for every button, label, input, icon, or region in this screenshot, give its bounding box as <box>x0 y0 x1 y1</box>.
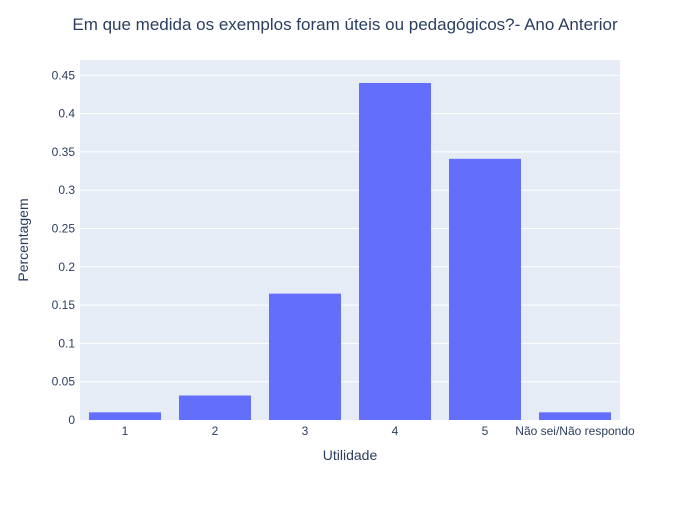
y-axis-title: Percentagem <box>15 198 31 281</box>
bar-6[interactable] <box>539 412 611 420</box>
x-tick-labels: 1 2 3 4 5 Não sei/Não respondo <box>122 424 635 438</box>
y-tick-label: 0.35 <box>52 145 76 159</box>
x-tick-label: 4 <box>392 424 399 438</box>
y-tick-labels: 0 0.05 0.1 0.15 0.2 0.25 0.3 0.35 0.4 0.45 <box>52 68 76 427</box>
chart-title: Em que medida os exemplos foram úteis ou… <box>72 15 618 34</box>
y-tick-label: 0.05 <box>52 375 76 389</box>
bar-3[interactable] <box>269 293 341 420</box>
bar-1[interactable] <box>89 412 161 420</box>
y-tick-label: 0.1 <box>58 336 75 350</box>
y-tick-label: 0.2 <box>58 260 75 274</box>
x-tick-label: Não sei/Não respondo <box>515 424 635 438</box>
bar-4[interactable] <box>359 82 431 420</box>
bars <box>89 82 611 420</box>
y-tick-label: 0.4 <box>58 107 75 121</box>
plot-area <box>80 60 620 420</box>
bar-5[interactable] <box>449 158 521 420</box>
y-tick-label: 0 <box>68 413 75 427</box>
x-tick-label: 2 <box>212 424 219 438</box>
y-tick-label: 0.45 <box>52 68 76 82</box>
x-tick-label: 1 <box>122 424 129 438</box>
y-tick-label: 0.3 <box>58 183 75 197</box>
y-tick-label: 0.25 <box>52 222 76 236</box>
grid-lines <box>80 74 620 383</box>
x-tick-label: 5 <box>482 424 489 438</box>
x-tick-label: 3 <box>302 424 309 438</box>
bar-2[interactable] <box>179 395 251 420</box>
y-tick-label: 0.15 <box>52 298 76 312</box>
x-axis-title: Utilidade <box>323 447 378 463</box>
